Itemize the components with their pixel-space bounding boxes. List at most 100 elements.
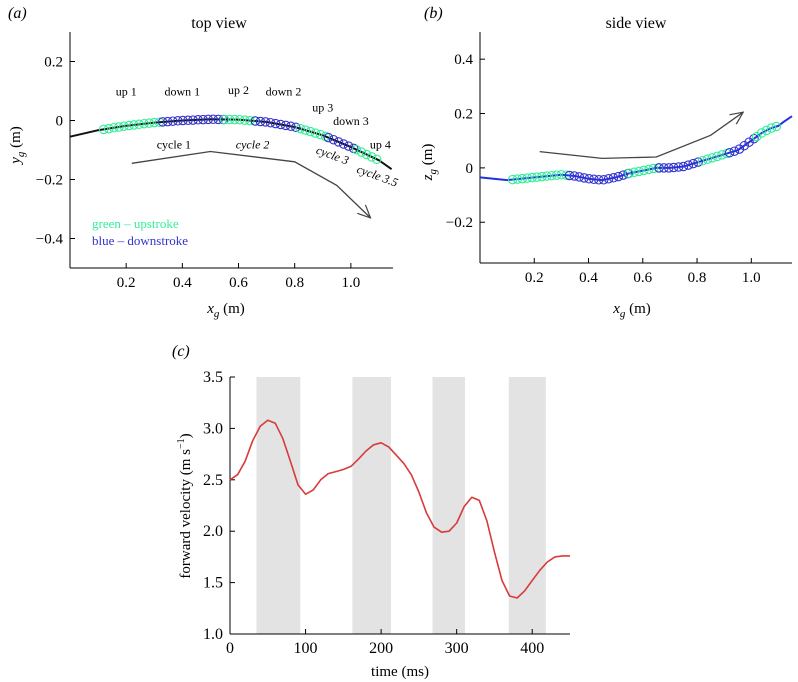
marker-circle [512,174,523,184]
panel1-y-tick-label: 0.4 [454,52,473,68]
marker-circle [688,158,698,169]
panel2-x-tick-label: 300 [445,640,469,657]
marker-circle [598,175,609,185]
panel2-axes: 0 100 200 300 400 1.0 1.5 2.0 2.5 3.0 3.5 [203,369,570,657]
marker-circle [333,137,344,147]
panel1-x-tick-label: 0.6 [633,270,652,286]
x-axis-unit: (m) [219,301,244,317]
stroke-annotation: cycle 2 [236,138,270,152]
marker-circle [229,114,240,125]
marker-circle [507,174,518,185]
marker-circle [569,171,580,181]
marker-circle [224,114,235,125]
x-axis-variable: x [206,301,214,317]
panel0-y-tick-label: −0.2 [36,173,63,189]
x-axis-subscript: g [620,308,626,320]
panel2-x-tick-label: 0 [226,640,234,657]
marker-circle [678,161,689,172]
marker-circle [751,131,762,142]
marker-circle [124,120,134,131]
stroke-annotation: cycle 3 [314,143,350,168]
upstroke-segment [751,121,782,142]
x-axis-unit: (m) [625,301,650,317]
marker-circle [744,137,754,147]
marker-circle [693,157,703,167]
y-axis-unit: (m) [8,126,24,151]
marker-circle [734,144,745,154]
velocity-panel: (c) forward velocity (m s−1) time (ms) 0… [172,343,570,680]
marker-circle [104,123,114,134]
trajectory-line [479,115,793,182]
marker-circle [343,141,354,151]
marker-circle [361,149,372,160]
marker-circle [673,162,684,172]
marker-circle [664,163,674,173]
panel0-x-tick-label: 1.0 [341,275,360,291]
top-view-panel: (a) top view yg (m) xg (m) green – upstr… [8,5,400,320]
marker-circle [654,163,664,173]
direction-arrow [131,150,371,218]
marker-circle [546,170,557,181]
svg-text:zg (m): zg (m) [420,144,439,182]
marker-circle [300,125,311,135]
side-view-x-axis-label: xg (m) [612,301,651,320]
panel-label-b: (b) [424,5,443,22]
marker-circle [323,132,334,143]
stroke-annotation: up 3 [312,101,333,115]
marker-circle [517,173,528,184]
marker-circle [168,116,178,126]
marker-circle [739,140,750,151]
y-axis-superscript: −1 [176,438,187,449]
stroke-annotation: down 2 [266,84,302,98]
top-view-title: top view [191,15,247,32]
marker-circle [98,124,109,135]
marker-circle [234,114,245,125]
y-axis-text: forward velocity (m s [178,449,194,579]
y-axis-subscript: g [427,169,439,175]
marker-circle [668,162,679,173]
marker-circle [613,171,624,182]
marker-circle [260,117,271,127]
panel2-y-tick-label: 3.5 [203,369,223,386]
panel-label-c: (c) [172,343,190,360]
downstroke-shading [256,377,546,634]
marker-circle [291,122,301,133]
side-view-y-axis-label: zg (m) [420,144,439,182]
marker-circle [659,163,669,173]
marker-circle [162,116,173,127]
panel1-y-tick-label: 0.2 [454,107,473,123]
marker-circle [338,139,349,149]
legend-downstroke: blue – downstroke [92,233,188,248]
marker-circle [771,121,782,132]
marker-circle [255,116,266,127]
y-axis-subscript: g [15,151,27,157]
panel1-y-tick-label: 0 [466,161,474,177]
marker-circle [584,174,594,184]
marker-circle [188,115,198,125]
marker-circle [537,171,547,182]
marker-circle [371,154,382,165]
marker-circle [139,118,149,129]
marker-circle [644,164,654,175]
marker-circle [208,114,218,125]
marker-circle [305,126,316,137]
marker-circle [594,175,604,185]
marker-circle [286,121,296,132]
upstroke-segment [98,117,165,135]
stroke-annotation: up 4 [370,138,391,152]
marker-circle [724,147,735,158]
legend-upstroke: green – upstroke [92,216,179,231]
side-view-title: side view [606,15,667,32]
marker-circle [280,120,291,131]
downstroke-segment [250,116,301,133]
marker-circle [551,170,562,180]
marker-circle [634,166,644,177]
side-view-panel: (b) side view zg (m) xg (m) 0.2 0.4 0.6 0.8… [420,5,793,320]
velocity-x-axis-label: time (ms) [371,664,429,680]
marker-circle [315,129,326,140]
marker-circle [239,115,250,125]
marker-circle [624,168,634,179]
x-axis-subscript: g [214,308,220,320]
panel2-y-tick-label: 3.0 [203,420,223,437]
